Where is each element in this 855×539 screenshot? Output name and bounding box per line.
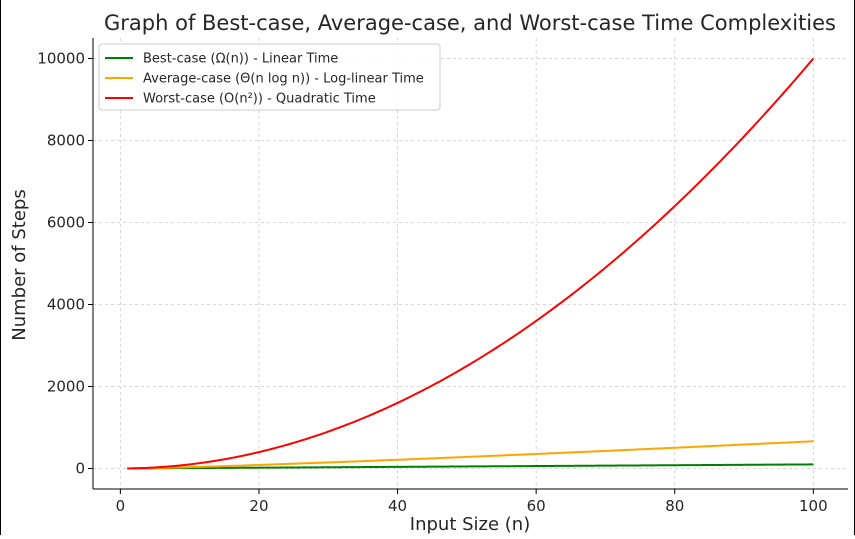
average-case-line bbox=[127, 440, 814, 470]
x-tick-label: 60 bbox=[527, 497, 546, 515]
x-tick-label: 20 bbox=[249, 497, 268, 515]
worst-case-legend-label: Worst-case (O(n²)) - Quadratic Time bbox=[143, 92, 376, 107]
y-tick-label: 6000 bbox=[47, 214, 85, 232]
y-axis-label: Number of Steps bbox=[9, 189, 30, 340]
legend: Best-case (Ω(n)) - Linear Time Average-ca… bbox=[98, 43, 441, 111]
best-case-legend-label: Best-case (Ω(n)) - Linear Time bbox=[143, 52, 338, 67]
y-tick-label: 0 bbox=[75, 460, 85, 478]
legend-items: Best-case (Ω(n)) - Linear Time Average-ca… bbox=[105, 52, 424, 107]
worst-case-line bbox=[127, 57, 815, 470]
y-tick-label: 4000 bbox=[47, 296, 85, 314]
x-tick-label: 40 bbox=[388, 497, 407, 515]
chart-title: Graph of Best-case, Average-case, and Wo… bbox=[104, 11, 836, 35]
ticks: 0 20 40 60 80 100 0 2000 4000 6000 8000 10000 bbox=[37, 50, 827, 516]
x-tick-label: 80 bbox=[665, 497, 684, 515]
axes bbox=[92, 38, 848, 490]
average-case-legend-label: Average-case (Θ(n log n)) - Log-linear T… bbox=[143, 72, 424, 87]
x-axis-label: Input Size (n) bbox=[410, 514, 530, 535]
y-tick-label: 8000 bbox=[47, 132, 85, 150]
y-tick-label: 2000 bbox=[47, 378, 85, 396]
x-tick-label: 0 bbox=[116, 497, 126, 515]
y-tick-label: 10000 bbox=[37, 50, 85, 68]
x-tick-label: 100 bbox=[799, 497, 828, 515]
best-case-line bbox=[127, 463, 814, 470]
legend-box bbox=[98, 43, 441, 111]
series-layer bbox=[127, 57, 815, 470]
